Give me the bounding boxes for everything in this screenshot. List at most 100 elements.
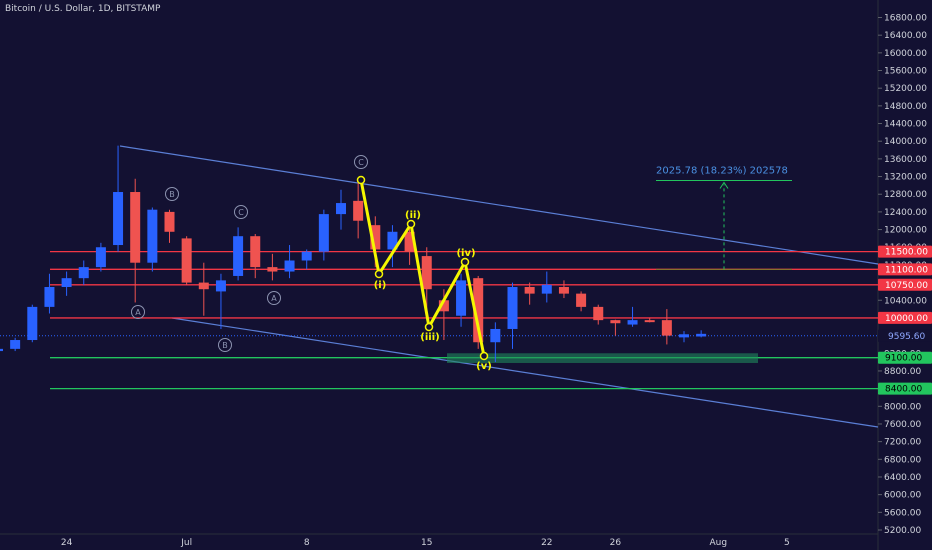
wave-point[interactable] [374, 269, 384, 279]
y-tick-label: 5200.00 [884, 526, 921, 536]
wave-point[interactable] [460, 257, 470, 267]
y-tick-label: 6800.00 [884, 455, 921, 465]
candle-body[interactable] [541, 284, 552, 294]
candle-body[interactable] [507, 287, 518, 329]
y-tick-label: 7200.00 [884, 438, 921, 448]
y-tick-label: 5600.00 [884, 508, 921, 518]
candle-body[interactable] [696, 333, 707, 337]
candle-body[interactable] [456, 280, 467, 316]
x-tick-label: Jul [180, 538, 192, 548]
candle-body[interactable] [610, 320, 621, 324]
candle-body[interactable] [250, 236, 261, 268]
candle-body[interactable] [27, 306, 38, 341]
candle-body[interactable] [558, 287, 569, 294]
x-tick-label: Aug [710, 538, 728, 548]
x-tick-label: 26 [610, 538, 622, 548]
candle-body[interactable] [61, 278, 72, 288]
letter-label: B [222, 341, 228, 350]
candle-body[interactable] [198, 282, 209, 290]
candle-body[interactable] [576, 293, 587, 307]
impulse-wave-line[interactable] [359, 179, 486, 357]
candle-body[interactable] [644, 320, 655, 323]
candle-body[interactable] [524, 287, 535, 294]
candle-body[interactable] [301, 251, 312, 261]
letter-label-circle [218, 338, 232, 352]
y-tick-label: 13200.00 [884, 173, 927, 183]
candle-body[interactable] [370, 225, 381, 250]
y-tick-label: 8000.00 [884, 402, 921, 412]
candle-body[interactable] [387, 231, 398, 250]
y-tick-label: 6000.00 [884, 491, 921, 501]
chart-title: Bitcoin / U.S. Dollar, 1D, BITSTAMP [5, 4, 161, 14]
candle-body[interactable] [164, 211, 175, 232]
candle-body[interactable] [113, 192, 124, 246]
wave-label: (ii) [405, 210, 421, 221]
letter-label-circle [354, 155, 368, 169]
candle-body[interactable] [284, 260, 295, 272]
letter-label-circle [165, 187, 179, 201]
candle-body[interactable] [78, 267, 89, 279]
candle-body[interactable] [318, 214, 329, 252]
wave-label: (i) [374, 280, 387, 291]
level-price-tag [878, 278, 932, 291]
letter-label-circle [234, 205, 248, 219]
candle-body[interactable] [44, 287, 55, 307]
wave-point[interactable] [479, 351, 489, 361]
candle-body[interactable] [95, 247, 106, 268]
y-tick-label: 10400.00 [884, 296, 927, 306]
wave-point[interactable] [356, 175, 366, 185]
candle-body[interactable] [130, 192, 141, 263]
candle-body[interactable] [473, 278, 484, 343]
level-price-tag [878, 382, 932, 395]
level-price-tag-text: 11100.00 [885, 265, 928, 275]
candle-body[interactable] [661, 320, 672, 336]
letter-label-circle [267, 291, 281, 305]
candle-body[interactable] [404, 231, 415, 252]
candle-body[interactable] [679, 334, 689, 338]
x-tick-label: 15 [421, 538, 432, 548]
candle-body[interactable] [421, 256, 432, 290]
support-zone[interactable] [447, 353, 758, 363]
x-tick-label: 5 [784, 538, 790, 548]
y-tick-label: 12000.00 [884, 226, 927, 236]
level-price-tag-text: 10750.00 [885, 281, 928, 291]
y-tick-label: 12400.00 [884, 208, 927, 218]
letter-label: C [358, 158, 364, 167]
y-tick-label: 15200.00 [884, 84, 927, 94]
candle-body[interactable] [0, 348, 3, 352]
candle-body[interactable] [215, 280, 226, 292]
x-tick-label: 24 [61, 538, 73, 548]
candle-body[interactable] [267, 267, 278, 272]
candle-body[interactable] [181, 238, 192, 283]
candle-body[interactable] [438, 300, 449, 312]
candle-body[interactable] [147, 209, 158, 263]
level-price-tag [878, 245, 932, 258]
candle-body[interactable] [10, 340, 21, 349]
y-tick-label: 7600.00 [884, 420, 921, 430]
wave-point[interactable] [406, 219, 416, 229]
level-price-tag [878, 311, 932, 324]
current-price-tag [878, 329, 932, 342]
candle-body[interactable] [336, 203, 346, 215]
measure-arrow-head [719, 181, 729, 189]
candle-body[interactable] [593, 306, 604, 321]
letter-label: C [238, 208, 244, 217]
wave-label: (iv) [456, 248, 475, 259]
candle-body[interactable] [353, 200, 364, 221]
level-price-tag [878, 351, 932, 364]
y-tick-label: 16400.00 [884, 31, 927, 41]
wave-label: (v) [476, 361, 492, 372]
candle-body[interactable] [233, 236, 244, 276]
letter-label-circle [131, 305, 145, 319]
y-tick-label: 12800.00 [884, 190, 927, 200]
candle-body[interactable] [490, 328, 501, 343]
channel-upper-line[interactable] [119, 145, 879, 265]
y-tick-label: 14400.00 [884, 120, 927, 130]
current-price-tag-text: 9595.60 [888, 332, 925, 342]
candle-body[interactable] [627, 320, 638, 325]
letter-label: B [169, 190, 175, 199]
wave-point[interactable] [424, 322, 434, 332]
channel-lower-line[interactable] [171, 317, 879, 428]
x-tick-label: 22 [541, 538, 552, 548]
